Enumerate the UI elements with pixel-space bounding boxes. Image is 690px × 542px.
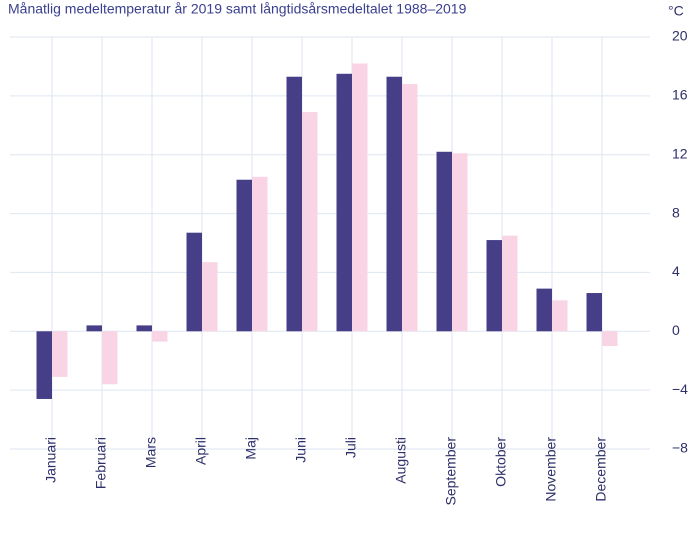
y-tick-label: −8 bbox=[672, 440, 688, 456]
x-tick-label: Mars bbox=[143, 437, 159, 468]
y-tick-label: −4 bbox=[672, 381, 688, 397]
bar bbox=[202, 262, 218, 332]
bar bbox=[102, 331, 118, 385]
bar bbox=[536, 288, 552, 332]
bar bbox=[336, 73, 352, 332]
y-tick-label: 8 bbox=[672, 204, 680, 220]
x-tick-label: Juli bbox=[343, 437, 359, 458]
x-tick-label: Juni bbox=[293, 437, 309, 463]
x-tick-label: Oktober bbox=[493, 437, 509, 487]
x-tick-label: September bbox=[443, 437, 459, 506]
bar bbox=[486, 240, 502, 332]
x-tick-label: Augusti bbox=[393, 437, 409, 484]
y-tick-label: 16 bbox=[672, 87, 688, 103]
bar bbox=[186, 232, 202, 332]
bar bbox=[452, 153, 468, 332]
bar bbox=[302, 112, 318, 332]
bar bbox=[252, 176, 268, 332]
bar bbox=[286, 76, 302, 332]
y-tick-label: 20 bbox=[672, 28, 688, 44]
x-tick-label: November bbox=[543, 437, 559, 502]
bar bbox=[502, 235, 518, 332]
bar bbox=[36, 331, 52, 399]
bar bbox=[136, 325, 152, 332]
y-tick-label: 4 bbox=[672, 263, 680, 279]
x-tick-label: Maj bbox=[243, 437, 259, 460]
y-unit: °C bbox=[668, 3, 684, 19]
bar bbox=[402, 84, 418, 332]
bar bbox=[586, 293, 602, 332]
bar bbox=[352, 63, 368, 332]
bar bbox=[552, 300, 568, 332]
bar bbox=[436, 151, 452, 332]
bar bbox=[236, 179, 252, 332]
bar bbox=[602, 331, 618, 346]
y-tick-label: 0 bbox=[672, 322, 680, 338]
bar bbox=[86, 325, 102, 332]
x-tick-label: Januari bbox=[43, 437, 59, 483]
x-tick-label: Februari bbox=[93, 437, 109, 489]
chart-title: Månatlig medeltemperatur år 2019 samt lå… bbox=[8, 1, 467, 17]
bar bbox=[386, 76, 402, 332]
x-tick-label: December bbox=[593, 437, 609, 502]
bar bbox=[152, 331, 168, 342]
y-tick-label: 12 bbox=[672, 145, 688, 161]
x-tick-label: April bbox=[193, 437, 209, 465]
bar bbox=[52, 331, 68, 377]
